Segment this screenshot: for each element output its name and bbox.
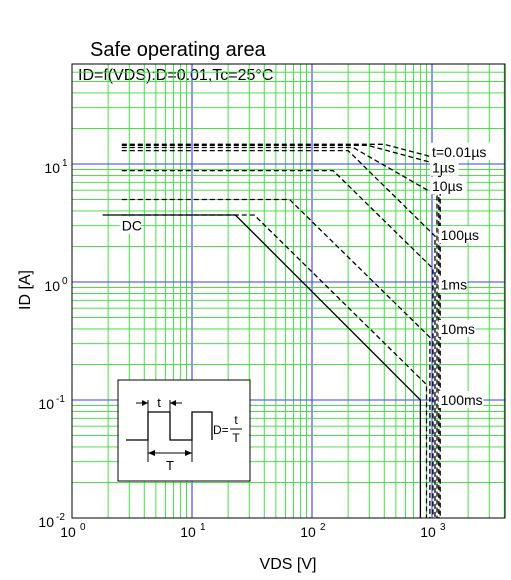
x-tick-exponent: 2 <box>320 522 326 533</box>
y-tick-label: 10 <box>38 396 54 412</box>
T-arrow-right-head <box>185 450 192 456</box>
t-arrow-right-head <box>170 400 176 406</box>
x-tick-exponent: 0 <box>80 522 86 533</box>
y-tick-exponent: 0 <box>62 276 68 287</box>
y-tick-label: 10 <box>44 278 60 294</box>
curve-label: 1µs <box>432 160 455 176</box>
curve-100-s <box>121 149 436 518</box>
y-tick-label: 10 <box>44 160 60 176</box>
curve-1-s <box>121 144 440 518</box>
duty-cycle-inset: t T D= t T <box>117 379 251 482</box>
x-axis-label: VDS [V] <box>260 556 317 573</box>
curve-10-s <box>121 146 438 518</box>
x-tick-label: 10 <box>60 524 76 540</box>
curve-dc <box>102 214 422 518</box>
curve-label-bg <box>438 391 484 408</box>
y-tick-label: 10 <box>38 514 54 530</box>
curve-label-bg <box>430 177 467 195</box>
chart-subtitle: ID=f(VDS):D=0.01,Tc=25°C <box>78 67 273 84</box>
curve-label-bg <box>438 226 484 244</box>
y-axis-label: ID [A] <box>17 270 34 310</box>
y-tick-exponent: -1 <box>56 394 65 405</box>
curve-label-bg <box>119 216 141 234</box>
curve-100ms <box>121 214 428 518</box>
y-tick-exponent: -2 <box>56 512 65 523</box>
duty-formula-denominator: T <box>232 431 240 445</box>
x-tick-label: 10 <box>420 524 436 540</box>
y-tick-exponent: 1 <box>62 158 68 169</box>
duty-formula-numerator: t <box>234 413 238 427</box>
curve-1ms <box>121 169 434 518</box>
curve-label-bg <box>430 142 500 160</box>
curve-label-bg <box>438 319 476 337</box>
curve-label: 10µs <box>432 178 463 194</box>
curve-10ms <box>121 198 431 518</box>
curve-t-0-01-s <box>121 143 441 518</box>
duty-formula-prefix: D= <box>213 423 229 437</box>
inset-frame <box>117 379 251 482</box>
T-arrow-left-head <box>148 450 155 456</box>
plot-frame <box>71 63 506 519</box>
t-arrow-left-head <box>142 400 148 406</box>
curve-label-bg <box>430 158 459 176</box>
curve-label: DC <box>122 218 142 234</box>
pulse-width-label: t <box>157 395 161 410</box>
x-tick-exponent: 3 <box>440 522 446 533</box>
pulse-waveform <box>126 411 213 441</box>
curve-label: 100µs <box>441 227 479 243</box>
curve-label-bg <box>438 275 468 293</box>
curves <box>102 143 441 518</box>
x-tick-labels: 10 0 10 1 10 2 10 3 <box>60 522 446 540</box>
period-label: T <box>166 458 174 473</box>
x-tick-exponent: 1 <box>200 522 206 533</box>
curve-label: 100ms <box>441 392 483 408</box>
curve-label: 10ms <box>441 321 475 337</box>
x-tick-label: 10 <box>180 524 196 540</box>
curve-label: t=0.01µs <box>432 144 486 160</box>
x-tick-label: 10 <box>300 524 316 540</box>
chart-title: Safe operating area <box>90 39 267 61</box>
curve-label: 1ms <box>441 277 467 293</box>
